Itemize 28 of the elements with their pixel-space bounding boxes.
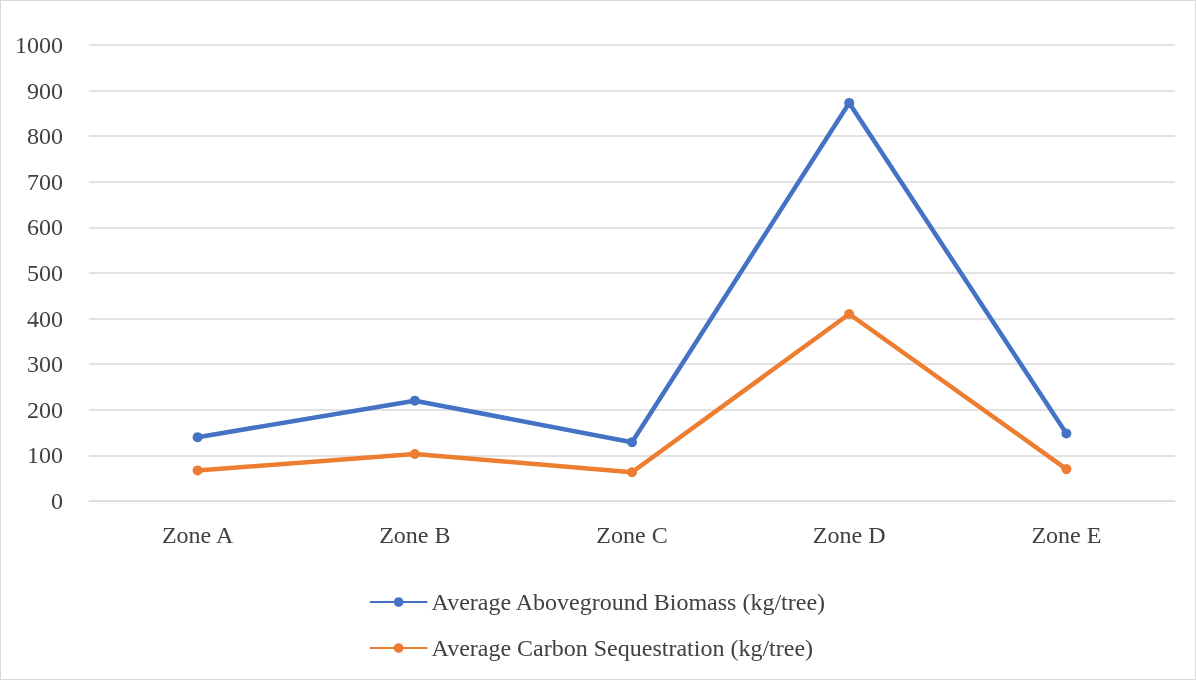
y-tick-label: 400	[27, 305, 63, 332]
point	[409, 449, 420, 460]
y-tick-label: 200	[27, 396, 63, 423]
point	[1061, 464, 1072, 475]
legend-label: Average Carbon Sequestration (kg/tree)	[431, 635, 814, 661]
x-tick-label: Zone C	[596, 522, 668, 548]
x-tick-label: Zone A	[161, 522, 234, 548]
y-tick-label: 900	[27, 77, 63, 104]
point	[844, 309, 855, 320]
legend-label: Average Aboveground Biomass (kg/tree)	[431, 589, 826, 615]
x-tick-label: Zone D	[812, 522, 886, 548]
x-tick-label: Zone E	[1031, 522, 1102, 548]
point	[627, 467, 637, 478]
y-tick-label: 600	[27, 214, 63, 241]
y-tick-label: 300	[27, 351, 63, 378]
y-tick-label: 700	[27, 168, 63, 195]
point	[192, 432, 203, 443]
point	[409, 395, 420, 406]
y-tick-label: 0	[51, 488, 63, 514]
point	[627, 437, 637, 448]
x-tick-label: Zone B	[379, 522, 451, 548]
y-tick-label: 1000	[15, 32, 63, 58]
point	[844, 97, 855, 108]
y-tick-label: 100	[27, 442, 63, 469]
y-tick-label: 800	[27, 123, 63, 150]
point	[1061, 428, 1072, 439]
point	[192, 465, 203, 476]
y-tick-label: 500	[27, 260, 63, 286]
